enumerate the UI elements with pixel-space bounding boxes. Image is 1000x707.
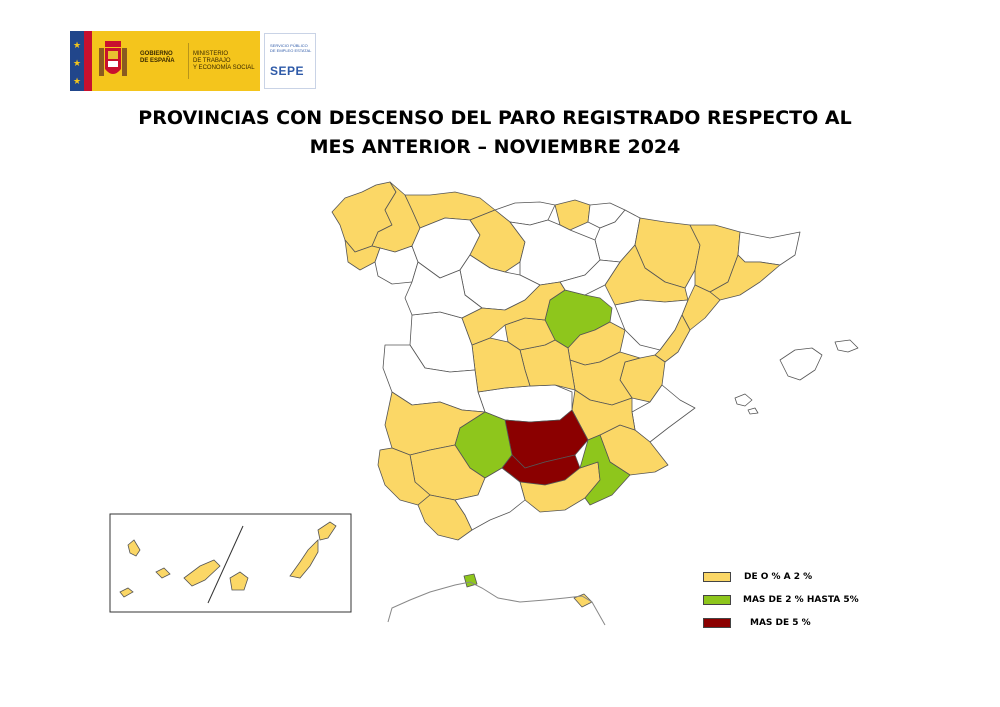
legend-swatch-high xyxy=(703,618,731,628)
star-icon: ★ xyxy=(72,59,82,69)
province-baleares-mallorca xyxy=(779,347,823,381)
government-logo: ★ ★ ★ GOBIERNO DE ESPAÑA MINISTERIO DE T… xyxy=(70,31,316,91)
coat-of-arms-icon xyxy=(99,41,127,76)
sepe-text: SEPE xyxy=(270,64,305,78)
logo-divider xyxy=(188,43,189,79)
canary-el-hierro xyxy=(119,587,134,598)
province-almeria xyxy=(579,434,631,506)
province-barcelona xyxy=(709,254,781,301)
province-segovia-north xyxy=(461,281,566,346)
logo-ministerio-text: MINISTERIO DE TRABAJO Y ECONOMÍA SOCIAL xyxy=(193,51,255,71)
province-palencia xyxy=(469,209,526,273)
legend-swatch-mid xyxy=(703,595,731,605)
legend-label-mid: MAS DE 2 % HASTA 5% xyxy=(743,595,859,605)
map-title-line1: PROVINCIAS CON DESCENSO DEL PARO REGISTR… xyxy=(138,107,852,129)
canary-lanzarote xyxy=(317,521,337,541)
eu-flag-strip xyxy=(70,31,84,91)
province-girona xyxy=(737,231,801,266)
province-malaga xyxy=(454,467,526,531)
star-icon: ★ xyxy=(72,77,82,87)
canary-la-gomera xyxy=(155,567,171,579)
province-baleares-ibiza xyxy=(734,393,753,407)
canary-fuerteventura xyxy=(289,539,319,579)
north-africa-coastline xyxy=(387,581,606,626)
spain-flag-strip xyxy=(84,31,92,91)
sepe-logo: SERVICIO PÚBLICO DE EMPLEO ESTATAL SEPE xyxy=(264,33,316,89)
province-la-rioja xyxy=(559,259,621,296)
map-title-line2: MES ANTERIOR – NOVIEMBRE 2024 xyxy=(309,136,681,158)
map-legend: DE O % A 2 % MAS DE 2 % HASTA 5% MAS DE … xyxy=(703,570,903,640)
legend-swatch-low xyxy=(703,572,731,582)
province-baleares-formentera xyxy=(747,407,759,415)
canary-islands-inset xyxy=(109,513,352,613)
province-ourense xyxy=(374,245,419,285)
canary-tenerife xyxy=(183,559,221,587)
legend-label-high: MAS DE 5 % xyxy=(750,618,811,628)
map-title: PROVINCIAS CON DESCENSO DEL PARO REGISTR… xyxy=(100,104,890,162)
logo-gobierno-text: GOBIERNO DE ESPAÑA xyxy=(140,51,175,64)
sepe-small-text: SERVICIO PÚBLICO DE EMPLEO ESTATAL xyxy=(270,43,312,53)
canary-gran-canaria xyxy=(229,571,249,591)
legend-label-low: DE O % A 2 % xyxy=(744,572,813,582)
province-baleares-menorca xyxy=(834,339,859,353)
star-icon: ★ xyxy=(72,41,82,51)
canary-la-palma xyxy=(127,539,141,557)
